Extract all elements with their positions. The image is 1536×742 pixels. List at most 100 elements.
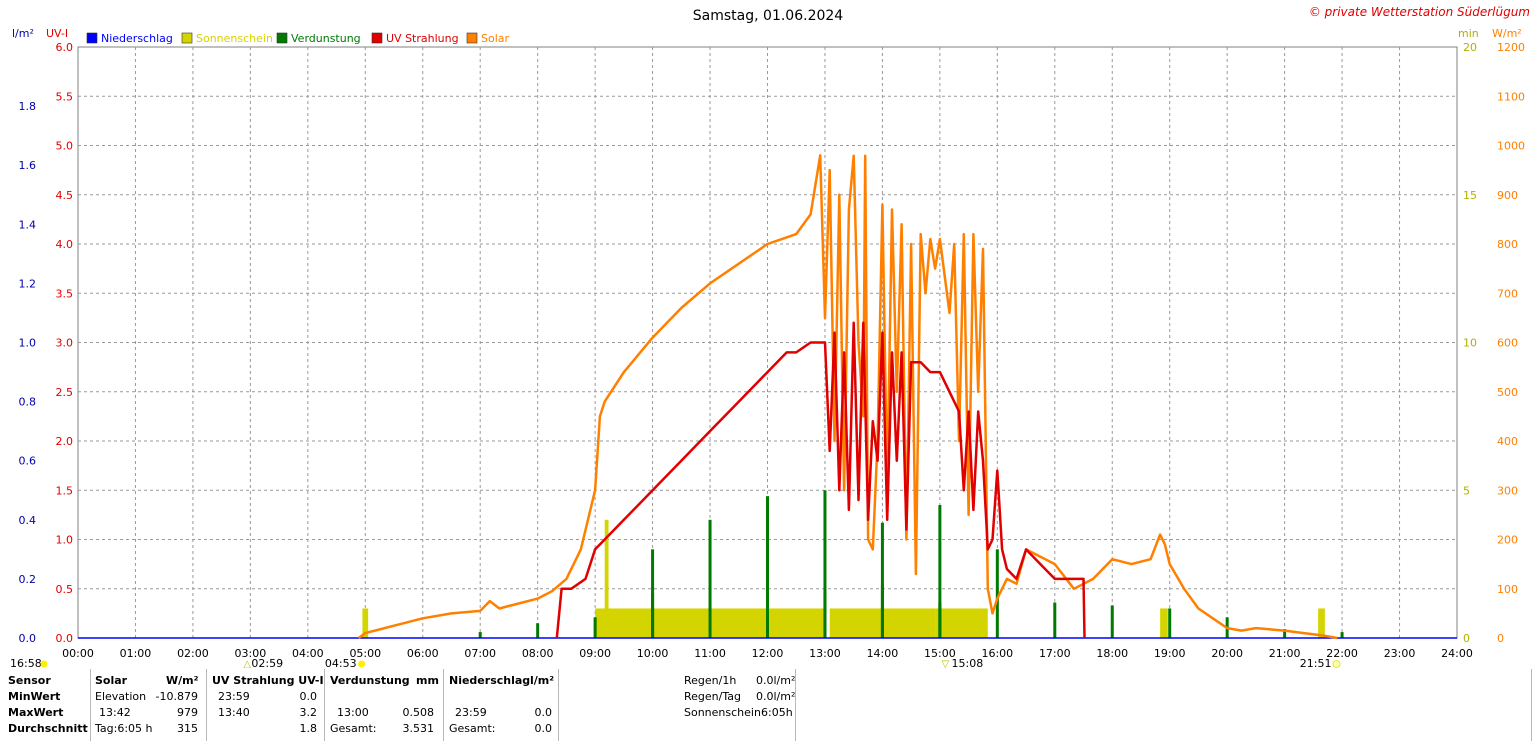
cell-max-solar-b: 979 [177, 706, 198, 719]
solar-axis-tick: 1200 [1497, 41, 1525, 54]
evaporation-bar [823, 490, 827, 638]
sunset-prev-label: 16:58 [10, 657, 42, 668]
sun-icon [40, 660, 48, 668]
evaporation-bar [1168, 608, 1172, 638]
moonset-label: 15:08 [952, 657, 984, 668]
axis-unit-solar: W/m² [1492, 27, 1522, 40]
legend-label: Verdunstung [291, 32, 361, 45]
header-evap-unit: mm [416, 674, 439, 687]
x-tick-label: 20:00 [1211, 647, 1243, 660]
sunshine-bar [1318, 608, 1325, 638]
uv-axis-tick: 5.5 [56, 90, 74, 103]
x-tick-label: 17:00 [1039, 647, 1071, 660]
x-tick-label: 04:00 [292, 647, 324, 660]
evaporation-bar [1110, 605, 1114, 638]
summary-value-rain-day: 0.0l/m² [756, 690, 796, 703]
x-tick-label: 16:00 [981, 647, 1013, 660]
x-tick-label: 03:00 [235, 647, 267, 660]
solar-axis-tick: 500 [1497, 386, 1518, 399]
uv-axis-tick: 2.0 [56, 435, 74, 448]
moonrise-icon: △ [243, 659, 251, 668]
lines [78, 154, 1457, 640]
x-tick-label: 10:00 [637, 647, 669, 660]
grid [78, 47, 1457, 638]
x-tick-label: 12:00 [752, 647, 784, 660]
table-divider [558, 669, 559, 741]
legend-swatch [466, 32, 478, 44]
evaporation-bar [536, 623, 540, 638]
solar-axis-tick: 200 [1497, 534, 1518, 547]
rain-axis-tick: 1.6 [19, 159, 37, 172]
evaporation-bar [880, 522, 884, 638]
weather-chart: 00:00 01:00 02:00 03:00 04:00 05:00 06:00 07:00… [10, 5, 1530, 668]
sunset-label: 21:51 [1300, 657, 1332, 668]
bars [362, 490, 1344, 638]
header-uv: UV Strahlung UV-I [212, 674, 324, 687]
sunrise-icon [358, 660, 366, 668]
header-rain-unit: l/m² [530, 674, 555, 687]
solar-axis-tick: 800 [1497, 238, 1518, 251]
header-rain: Niederschlag [449, 674, 531, 687]
uv-axis-tick: 3.0 [56, 337, 74, 350]
cell-min-solar-a: Elevation [95, 690, 147, 703]
x-tick-label: 08:00 [522, 647, 554, 660]
sunshine-bar [1160, 608, 1168, 638]
x-tick-label: 23:00 [1384, 647, 1416, 660]
evaporation-bar [1283, 629, 1287, 638]
evaporation-bar [995, 549, 999, 638]
x-tick-label: 24:00 [1441, 647, 1473, 660]
cell-avg-solar-b: 315 [177, 722, 198, 735]
summary-label-sunshine: Sonnenschein [684, 706, 761, 719]
summary-value-sunshine: 6:05h [761, 706, 793, 719]
row-label-avg: Durchschnitt [8, 722, 88, 735]
uv-axis-tick: 5.0 [56, 140, 74, 153]
table-divider [795, 669, 796, 741]
header-solar: Solar [95, 674, 128, 687]
summary-label-rain-1h: Regen/1h [684, 674, 737, 687]
evaporation-bar [478, 632, 482, 638]
header-evap: Verdunstung [330, 674, 410, 687]
x-tick-label: 15:00 [924, 647, 956, 660]
x-tick-label: 21:00 [1269, 647, 1301, 660]
legend-label: Sonnenschein [196, 32, 273, 45]
x-tick-label: 01:00 [120, 647, 152, 660]
evaporation-bar [708, 519, 712, 638]
x-tick-label: 14:00 [867, 647, 899, 660]
x-tick-label: 00:00 [62, 647, 94, 660]
evaporation-bar [1340, 632, 1344, 638]
legend-label: UV Strahlung [386, 32, 459, 45]
rain-axis-tick: 1.4 [19, 218, 37, 231]
uv-axis-tick: 1.5 [56, 484, 74, 497]
rain-axis-tick: 1.8 [19, 100, 37, 113]
header-sensor: Sensor [8, 674, 51, 687]
solar-axis-tick: 300 [1497, 484, 1518, 497]
x-tick-label: 19:00 [1154, 647, 1186, 660]
table-divider [90, 669, 91, 741]
x-tick-label: 13:00 [809, 647, 841, 660]
min-axis-tick: 10 [1463, 337, 1477, 350]
cell-avg-rain-b: 0.0 [534, 722, 553, 735]
x-tick-label: 05:00 [349, 647, 381, 660]
legend: Niederschlag Sonnenschein Verdunstung UV St… [86, 32, 510, 45]
header-solar-unit: W/m² [166, 674, 199, 687]
evaporation-bar [766, 496, 769, 638]
chart-title: Samstag, 01.06.2024 [693, 8, 844, 24]
axis-unit-min: min [1458, 27, 1479, 40]
solar-axis-tick: 900 [1497, 189, 1518, 202]
evaporation-bar [651, 549, 655, 638]
moonset-icon: ▽ [942, 659, 950, 668]
rain-axis-tick: 0.4 [19, 514, 37, 527]
cell-max-evap-a: 13:00 [337, 706, 369, 719]
sunset-icon [1332, 660, 1341, 668]
legend-label: Solar [481, 32, 510, 45]
solar-axis-tick: 400 [1497, 435, 1518, 448]
solar-axis-tick: 100 [1497, 583, 1518, 596]
sunshine-bar [935, 608, 988, 638]
solar-axis-tick: 0 [1497, 632, 1504, 645]
cell-max-uv-a: 13:40 [218, 706, 250, 719]
uv-axis-tick: 4.0 [56, 238, 74, 251]
x-tick-label: 02:00 [177, 647, 209, 660]
legend-swatch [371, 32, 383, 44]
uv-axis-tick: 1.0 [56, 534, 74, 547]
uv-axis-tick: 3.5 [56, 287, 74, 300]
